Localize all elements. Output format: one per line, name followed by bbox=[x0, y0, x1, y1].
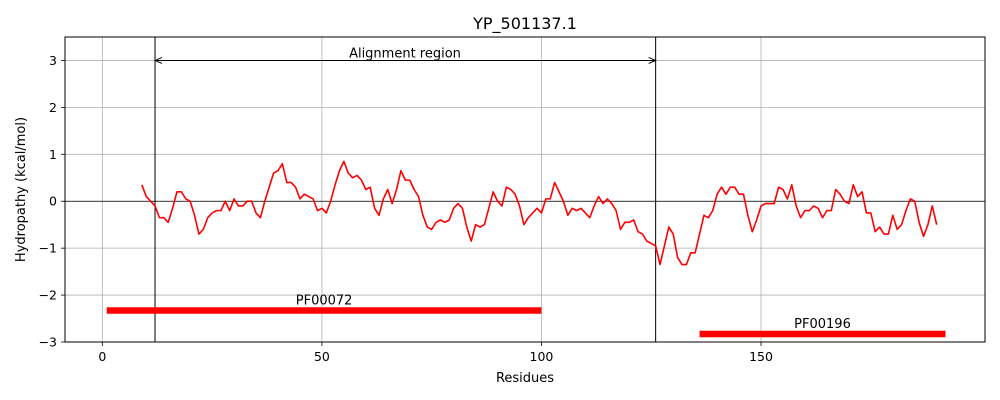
x-tick-label: 100 bbox=[530, 349, 554, 364]
y-tick-label: −3 bbox=[39, 335, 57, 350]
reference-lines bbox=[65, 37, 985, 342]
grid-lines bbox=[65, 37, 985, 343]
alignment-region-label: Alignment region bbox=[349, 46, 461, 61]
y-tick-label: 2 bbox=[49, 100, 57, 115]
x-axis-ticks: 0 50 100 150 bbox=[98, 342, 773, 364]
y-tick-label: 0 bbox=[49, 194, 57, 209]
y-axis-label: Hydropathy (kcal/mol) bbox=[14, 117, 29, 262]
x-tick-label: 0 bbox=[98, 349, 106, 364]
y-tick-label: −1 bbox=[39, 241, 57, 256]
x-tick-label: 50 bbox=[314, 349, 330, 364]
chart-title: YP_501137.1 bbox=[472, 14, 577, 34]
y-axis-ticks: −3 −2 −1 0 1 2 3 bbox=[39, 53, 65, 350]
x-tick-label: 150 bbox=[749, 349, 773, 364]
arrow-right-head bbox=[648, 57, 657, 64]
domain-bars: PF00072 PF00196 bbox=[106, 294, 946, 338]
domain-label: PF00072 bbox=[296, 294, 353, 309]
y-tick-label: 1 bbox=[49, 147, 57, 162]
y-tick-label: −2 bbox=[39, 288, 57, 303]
x-axis-label: Residues bbox=[496, 371, 554, 386]
series-group bbox=[141, 160, 938, 266]
annotations: Alignment region bbox=[153, 46, 657, 64]
plot-frame bbox=[64, 36, 986, 343]
arrow-left-head bbox=[153, 57, 163, 64]
hydropathy-line bbox=[141, 160, 938, 266]
y-tick-label: 3 bbox=[49, 53, 57, 68]
domain-label: PF00196 bbox=[794, 317, 851, 332]
